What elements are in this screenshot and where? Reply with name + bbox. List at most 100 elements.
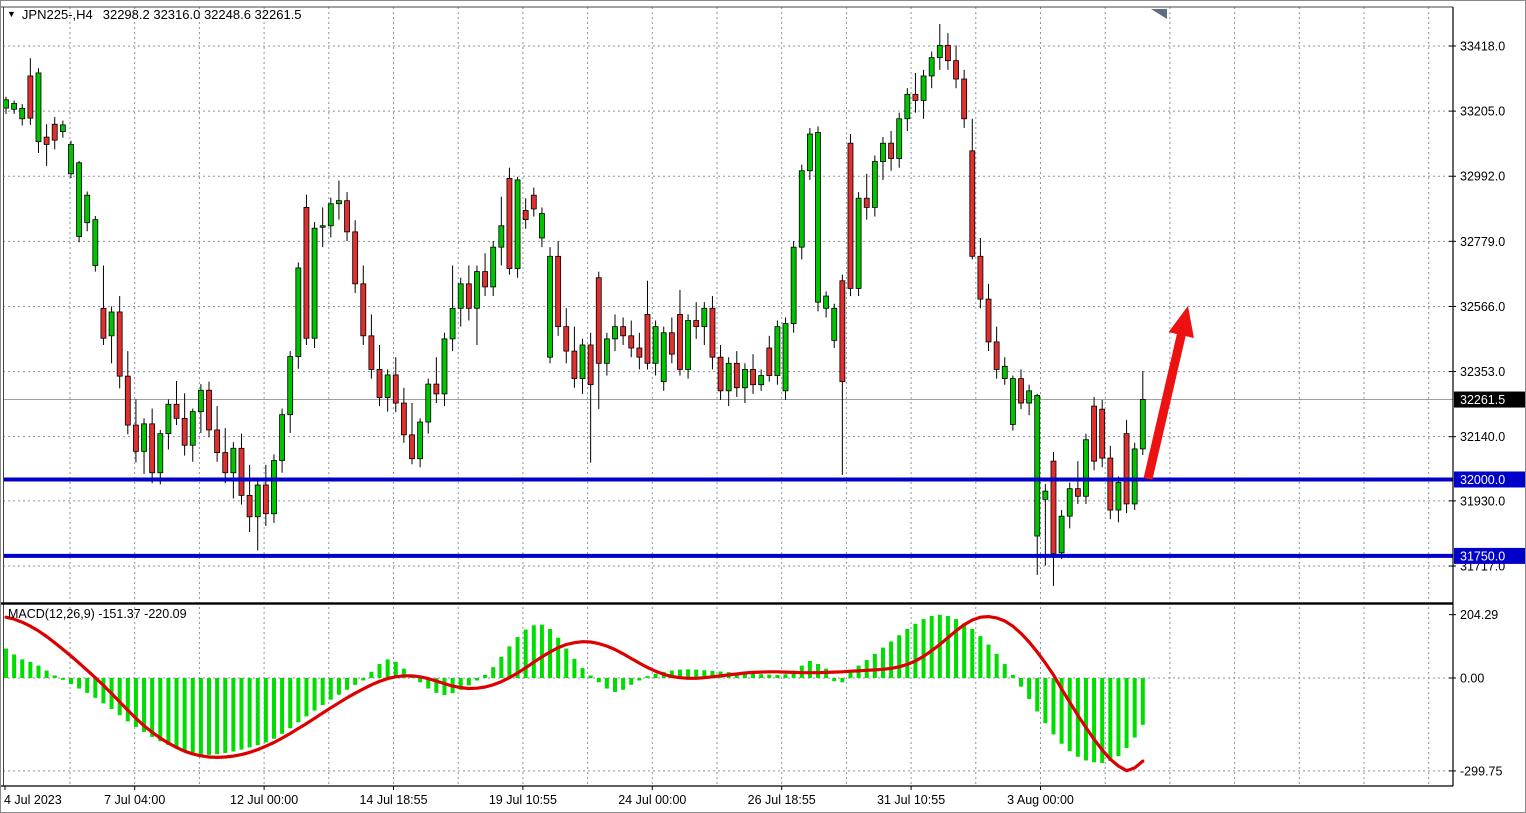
candle-body[interactable] <box>197 389 204 413</box>
candle-body[interactable] <box>1107 457 1114 511</box>
pane-splitter[interactable] <box>1 602 1526 605</box>
candle-body[interactable] <box>238 447 245 496</box>
candle-body[interactable] <box>831 307 838 341</box>
candle-body[interactable] <box>59 124 66 132</box>
candle-body[interactable] <box>189 411 196 446</box>
candle-body[interactable] <box>449 307 456 340</box>
candle-body[interactable] <box>100 307 107 339</box>
candle-body[interactable] <box>92 219 99 266</box>
candle-body[interactable] <box>782 323 789 392</box>
candle-body[interactable] <box>547 255 553 358</box>
macd-histogram[interactable] <box>4 614 1145 763</box>
candle-body[interactable] <box>441 338 448 395</box>
candle-body[interactable] <box>1123 433 1130 505</box>
candle-body[interactable] <box>295 267 302 357</box>
candle-body[interactable] <box>141 423 147 452</box>
candle-body[interactable] <box>1026 390 1033 404</box>
candle-body[interactable] <box>157 433 164 474</box>
candle-body[interactable] <box>498 225 505 248</box>
candle-body[interactable] <box>571 350 578 380</box>
candle-body[interactable] <box>798 170 805 248</box>
candle-body[interactable] <box>603 338 610 364</box>
candle-body[interactable] <box>880 142 886 162</box>
candle-body[interactable] <box>1115 482 1122 511</box>
candle-body[interactable] <box>847 142 854 289</box>
candle-body[interactable] <box>214 429 221 453</box>
candle-body[interactable] <box>474 271 480 309</box>
candle-body[interactable] <box>693 320 700 328</box>
candle-body[interactable] <box>945 44 951 62</box>
candle-body[interactable] <box>165 403 172 435</box>
candle-body[interactable] <box>279 414 285 461</box>
candle-body[interactable] <box>742 369 748 389</box>
candle-body[interactable] <box>384 374 391 398</box>
candle-body[interactable] <box>636 347 643 358</box>
candle-body[interactable] <box>271 460 277 515</box>
candle-body[interactable] <box>1074 488 1081 497</box>
candle-body[interactable] <box>1001 365 1008 380</box>
candle-body[interactable] <box>68 144 74 175</box>
candle-body[interactable] <box>51 123 58 141</box>
candle-body[interactable] <box>1066 488 1073 517</box>
candle-body[interactable] <box>522 210 529 221</box>
candle-body[interactable] <box>287 356 294 416</box>
candle-body[interactable] <box>262 484 269 515</box>
candle-body[interactable] <box>839 280 846 383</box>
candle-body[interactable] <box>555 255 562 328</box>
candle-body[interactable] <box>677 314 683 370</box>
candle-body[interactable] <box>84 194 91 224</box>
candle-body[interactable] <box>319 225 326 228</box>
candle-body[interactable] <box>327 203 334 227</box>
candle-body[interactable] <box>628 335 635 349</box>
candle-body[interactable] <box>766 347 773 376</box>
candle-body[interactable] <box>206 389 212 431</box>
candle-body[interactable] <box>1050 460 1057 554</box>
candle-body[interactable] <box>246 494 253 518</box>
candle-body[interactable] <box>506 177 513 269</box>
candle-body[interactable] <box>969 150 976 257</box>
candle-body[interactable] <box>920 75 927 101</box>
candle-body[interactable] <box>750 369 756 386</box>
candle-body[interactable] <box>1058 515 1065 554</box>
candle-body[interactable] <box>888 142 894 159</box>
candle-body[interactable] <box>912 93 919 101</box>
candle-body[interactable] <box>336 200 342 205</box>
candle-body[interactable] <box>953 60 959 80</box>
candle-body[interactable] <box>993 341 1000 370</box>
candle-body[interactable] <box>482 271 488 288</box>
candle-body[interactable] <box>863 197 870 208</box>
candle-body[interactable] <box>514 179 521 269</box>
candle-body[interactable] <box>352 231 359 285</box>
candle-body[interactable] <box>904 93 911 120</box>
candle-body[interactable] <box>855 197 862 289</box>
candle-body[interactable] <box>1042 490 1049 500</box>
candle-body[interactable] <box>400 402 407 436</box>
candle-body[interactable] <box>1091 405 1097 462</box>
candle-body[interactable] <box>612 326 618 340</box>
candle-body[interactable] <box>758 375 765 386</box>
candle-body[interactable] <box>774 326 781 376</box>
symbol-dropdown-icon[interactable]: ▼ <box>7 9 16 19</box>
candle-body[interactable] <box>620 326 627 337</box>
candle-body[interactable] <box>1034 395 1041 537</box>
candle-body[interactable] <box>222 452 229 474</box>
candle-body[interactable] <box>685 320 691 370</box>
candle-body[interactable] <box>871 161 878 208</box>
time-axis[interactable]: 4 Jul 2023 7 Jul 04:00 12 Jul 00:00 14 Jul … <box>4 786 1074 807</box>
candle-body[interactable] <box>936 44 943 59</box>
candle-body[interactable] <box>457 283 464 309</box>
candle-body[interactable] <box>19 107 26 120</box>
candle-body[interactable] <box>43 136 50 145</box>
candle-body[interactable] <box>368 335 375 370</box>
candle-body[interactable] <box>806 133 813 172</box>
candle-body[interactable] <box>124 375 131 426</box>
candle-body[interactable] <box>961 78 968 120</box>
candle-body[interactable] <box>311 227 318 339</box>
candle-body[interactable] <box>896 118 903 159</box>
candle-body[interactable] <box>790 246 797 324</box>
candle-body[interactable] <box>181 417 188 446</box>
candle-body[interactable] <box>392 374 399 404</box>
candle-body[interactable] <box>27 75 34 119</box>
candle-body[interactable] <box>3 99 9 109</box>
